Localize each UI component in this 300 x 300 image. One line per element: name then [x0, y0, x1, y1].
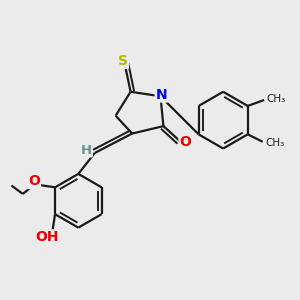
Text: CH₃: CH₃: [266, 94, 286, 104]
Text: N: N: [155, 88, 167, 102]
Text: H: H: [81, 143, 92, 157]
Text: CH₃: CH₃: [265, 138, 284, 148]
Text: O: O: [28, 174, 40, 188]
Text: O: O: [179, 135, 191, 149]
Text: S: S: [118, 54, 128, 68]
Text: OH: OH: [35, 230, 59, 244]
